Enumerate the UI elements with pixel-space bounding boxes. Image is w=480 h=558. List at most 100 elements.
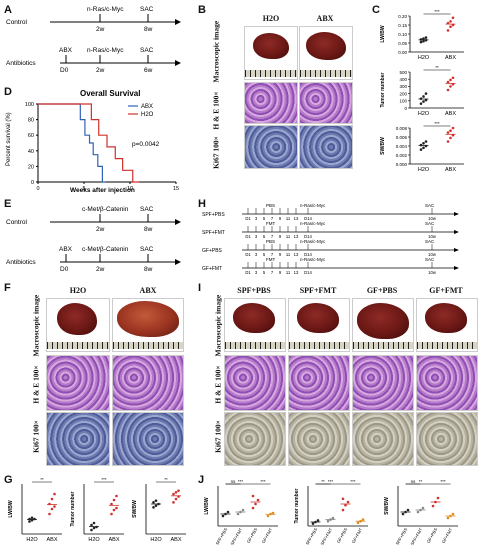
x-axis-label: Weeks after injection [70, 187, 135, 194]
day-label: D1 [245, 252, 251, 257]
liver-tissue [425, 303, 467, 333]
scale-ruler [245, 70, 297, 77]
day-label: 3 [255, 234, 258, 239]
day-label: D0 [60, 266, 69, 273]
data-point [436, 496, 440, 500]
x-tick-label: ABX [445, 55, 456, 61]
data-point [266, 514, 270, 518]
data-point [422, 146, 425, 150]
sac-label: SAC [425, 257, 435, 262]
data-point [451, 16, 455, 20]
week-label: 10w [428, 234, 437, 239]
data-point [110, 512, 113, 516]
data-point [449, 25, 452, 29]
timeline-e: Control c-Met/β-Catenin SAC 2w 8w Antibi… [6, 206, 181, 273]
treatment-label: PBS [266, 203, 275, 208]
data-point [419, 40, 423, 44]
data-point [341, 508, 345, 512]
data-point [154, 499, 158, 502]
data-point [422, 142, 425, 145]
liver-photo-h2o [244, 26, 298, 80]
data-point [451, 126, 455, 130]
arrowhead [175, 60, 181, 66]
data-point [421, 506, 425, 510]
data-point [92, 521, 96, 525]
data-point [172, 492, 175, 496]
ki67-stain-spf-fmt [288, 412, 350, 466]
y-tick-label: 0 [404, 106, 407, 111]
data-point [356, 521, 360, 525]
x-tick-label: H2O [418, 167, 430, 173]
liver-tissue [357, 303, 409, 339]
data-point [311, 522, 315, 525]
data-point [152, 506, 155, 509]
data-point [419, 143, 423, 147]
data-point [424, 144, 428, 148]
he-stain-abx [112, 355, 184, 411]
injection-label: n-Ras/c-Myc [87, 47, 124, 54]
survival-chart: Overall Survival Percent survival (%) We… [6, 89, 179, 194]
liver-photo-abx [299, 26, 353, 80]
y-tick-label: 40 [28, 149, 34, 155]
week-label: 8w [144, 26, 153, 33]
data-point [221, 514, 225, 518]
y-axis-label: Percent survival (%) [6, 112, 12, 166]
data-point [422, 37, 425, 40]
significance-label: *** [101, 477, 107, 482]
row-label-macroscopic: Macroscopic image [211, 20, 221, 83]
x-tick-label: GF+PBS [336, 527, 349, 544]
significance-label: *** [328, 479, 334, 484]
data-point [33, 517, 36, 521]
column-label-abx: ABX [316, 14, 334, 23]
data-point [30, 516, 34, 520]
sac-label: SAC [140, 47, 154, 54]
column-label-gf-fmt: GF+FMT [429, 286, 463, 295]
significance-label: *** [434, 121, 440, 126]
y-tick-label: 0.000 [396, 162, 408, 167]
injection-label: n-Ras/c-Myc [300, 239, 326, 244]
scale-ruler [353, 342, 413, 349]
significance-label: ** [164, 477, 168, 482]
day-label: D1 [245, 216, 251, 221]
y-axis-label: SW/BW [380, 137, 386, 155]
significance-label: ns [411, 479, 417, 484]
y-axis-label: Tumor number [294, 488, 300, 523]
significance-label: ns [231, 479, 237, 484]
data-point [344, 503, 347, 507]
data-point [28, 517, 31, 521]
arrowhead [454, 212, 459, 216]
day-label: 11 [286, 234, 291, 239]
row-label-he: H & E 100× [31, 365, 41, 404]
day-label: 3 [255, 216, 258, 221]
y-tick-label: 200 [399, 91, 407, 96]
liver-tissue [297, 303, 339, 333]
day-label: 9 [279, 252, 282, 257]
data-point [241, 508, 245, 512]
day-label: D14 [304, 234, 312, 239]
day-label: D14 [304, 270, 312, 275]
sac-label: SAC [425, 239, 435, 244]
x-tick-label: GF+FMT [351, 527, 364, 544]
chart-title: Overall Survival [80, 89, 140, 98]
panel-label-e: E [4, 198, 12, 210]
significance-label: ** [435, 65, 439, 70]
significance-label: ** [321, 479, 325, 484]
injection-label: c-Met/β-Catenin [82, 246, 129, 253]
data-point [422, 95, 425, 98]
data-point [110, 502, 113, 506]
y-axis-label: LW/BW [8, 500, 14, 517]
day-label: 13 [294, 270, 299, 275]
injection-label: n-Ras/c-Myc [300, 257, 326, 262]
data-point [28, 520, 31, 523]
data-point [112, 508, 116, 512]
column-label-spf-fmt: SPF+FMT [299, 286, 337, 295]
data-point [446, 131, 450, 134]
abx-label: ABX [59, 47, 73, 54]
survival-line-abx [38, 103, 106, 183]
x-tick-label: GF+PBS [246, 527, 259, 544]
x-tick-label: 10 [127, 186, 133, 192]
y-tick-label: 500 [399, 70, 407, 75]
data-point [95, 525, 98, 529]
data-point [256, 498, 260, 502]
